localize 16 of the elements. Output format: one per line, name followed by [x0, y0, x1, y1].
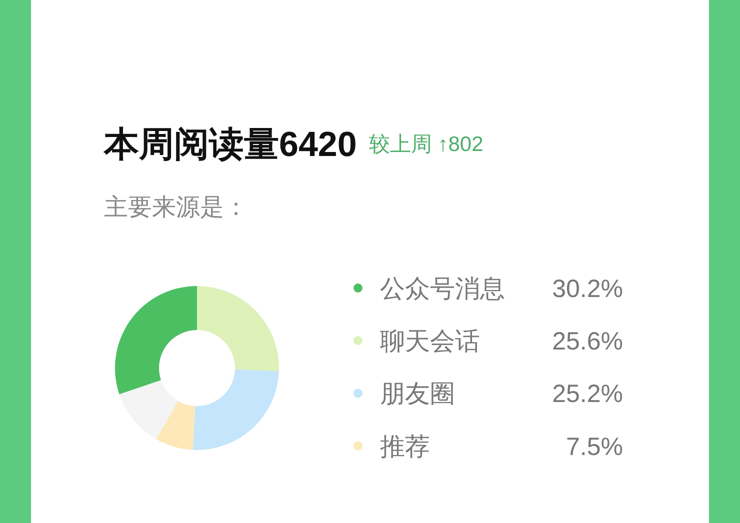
chart-title: 本周阅读量6420 — [103, 125, 357, 164]
donut-slice — [156, 400, 196, 450]
donut-slice — [197, 286, 279, 372]
data-label: 30.2% — [552, 275, 623, 303]
data-label: 25.2% — [552, 380, 623, 408]
legend-label: 朋友圈 — [380, 380, 455, 408]
donut-slice — [115, 286, 197, 394]
legend-label: 聊天会话 — [380, 328, 480, 356]
donut-slice — [192, 369, 279, 450]
chart-subtitle: 主要来源是： — [104, 194, 248, 221]
data-label: 7.5% — [566, 432, 623, 461]
text: 较上周 ↑802 — [368, 133, 484, 156]
legend-label: 推荐 — [380, 432, 430, 461]
legend-label: 公众号消息 — [380, 275, 505, 303]
data-label: 25.6% — [552, 328, 623, 356]
donut-slice — [119, 380, 178, 440]
